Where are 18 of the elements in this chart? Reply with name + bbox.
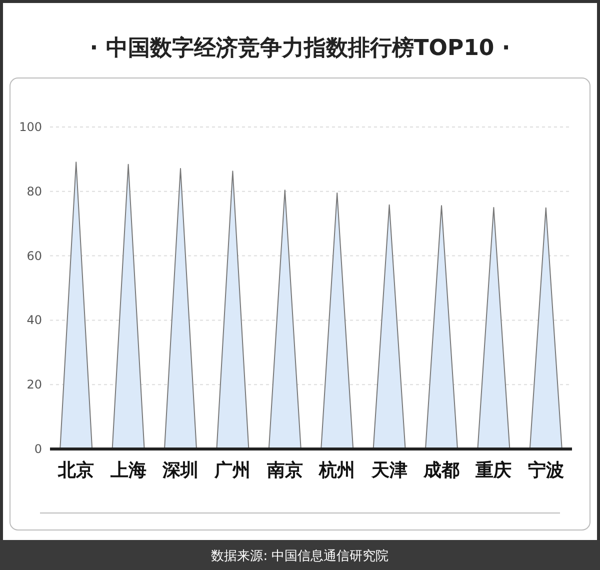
y-tick-label: 80 (26, 184, 42, 198)
y-tick-label: 60 (26, 248, 42, 263)
y-tick-label: 40 (26, 313, 42, 328)
x-tick-label: 天津 (370, 460, 408, 481)
source-note: 数据来源: 中国信息通信研究院 (211, 549, 389, 564)
x-tick-label: 上海 (109, 460, 146, 481)
x-tick-label: 深圳 (162, 460, 198, 481)
y-tick-label: 100 (19, 120, 42, 134)
x-tick-label: 广州 (214, 460, 251, 481)
x-tick-label: 杭州 (318, 460, 356, 481)
x-tick-label: 成都 (422, 460, 460, 481)
x-tick-label: 南京 (266, 460, 303, 481)
y-tick-label: 0 (34, 442, 42, 456)
y-tick-label: 20 (26, 378, 42, 392)
x-tick-label: 重庆 (474, 460, 512, 481)
chart-title: · 中国数字经济竞争力指数排行榜TOP10 · (90, 35, 510, 61)
x-tick-label: 北京 (57, 460, 94, 481)
x-tick-label: 宁波 (528, 460, 564, 481)
